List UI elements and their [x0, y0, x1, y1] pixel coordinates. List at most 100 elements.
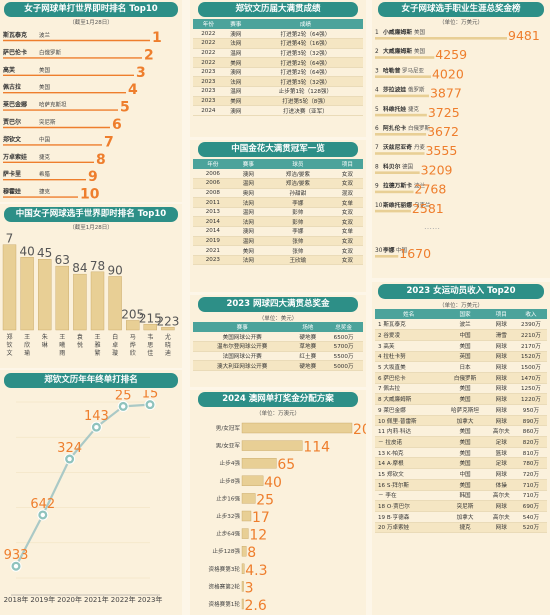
bar	[375, 56, 435, 59]
player-country: 俄罗斯	[408, 86, 425, 94]
table-row: 20 万卓索娃 捷克 网球 520万	[375, 522, 547, 534]
category-label: 止步64强	[216, 530, 240, 538]
table-cell: 韩国	[442, 490, 488, 502]
bar-value: 4259	[435, 47, 467, 62]
table-cell: 1 斯瓦泰克	[375, 319, 443, 331]
rank-value: 4	[128, 82, 138, 98]
table-cell: 王欣瑜	[264, 255, 332, 266]
column-header: 场地	[291, 322, 325, 332]
table-cell: 720万	[514, 468, 547, 480]
table-cell: 打进第2轮（64强）	[247, 29, 363, 40]
point-label: 15	[142, 390, 159, 402]
table-cell: 法网	[232, 216, 264, 228]
category-label: 男/女亚军	[216, 442, 241, 450]
table-cell: 16 S·拜尔斯	[375, 479, 443, 491]
bar-value: 25	[256, 492, 274, 508]
table-cell: 2023	[193, 76, 224, 88]
bar-value: 114	[303, 440, 330, 456]
table-cell: 温网	[232, 178, 264, 189]
table-cell: 2024	[193, 105, 224, 116]
player-country: 中国	[396, 246, 408, 254]
table-cell: 加拿大	[442, 415, 488, 427]
player-name: 科贝尔	[383, 162, 401, 170]
table-cell: 2023	[193, 96, 224, 107]
point-label: 143	[84, 409, 109, 424]
table-cell: 女双	[331, 236, 363, 247]
table-cell: 2022	[193, 48, 224, 59]
table-cell: 澳网	[223, 67, 248, 78]
panel-slam-prize-money: 2023 网球四大满贯总奖金 （单位：美元） 赛事 场地 总奖金 美国网球公开赛 硬地赛…	[190, 295, 366, 387]
player-country: 捷克	[39, 153, 51, 161]
panel-title: 2023 女运动员收入 Top20	[378, 284, 544, 299]
rank-value: 10	[80, 187, 100, 203]
table-cell: 法网	[223, 38, 248, 49]
panel-career-prize-money: 女子网球选手职业生涯总奖金榜 （单位：万美元） 1 小威廉姆斯 美国 9481 2 大威廉…	[372, 0, 550, 278]
category-label-char: 悦	[77, 341, 83, 349]
table-cell: 郑洁/晏紫	[264, 169, 332, 180]
table-cell: 打进决赛（亚军）	[247, 105, 363, 116]
table-cell: 2 谷爱凌	[375, 329, 443, 341]
column-header: 球员	[264, 159, 332, 169]
table-cell: 打进第3轮（32强）	[247, 76, 363, 88]
category-label-char: 晓	[165, 341, 171, 349]
table-cell: 郑洁/晏紫	[264, 178, 332, 189]
table-row: 2013 温网 彭帅 女双	[193, 207, 363, 218]
bar	[375, 37, 507, 40]
bar	[20, 257, 34, 331]
data-point-core	[147, 402, 153, 407]
bar	[55, 265, 69, 331]
table-row: 7 佩古拉 美国 网球 1250万	[375, 383, 547, 395]
bar-value: 3877	[430, 86, 462, 101]
table-cell: 2021	[193, 245, 233, 256]
bar-value: 205	[121, 307, 144, 321]
player-name: 大威廉姆斯	[383, 47, 412, 55]
table-cell: 混双	[331, 188, 363, 199]
category-label: 止步8强	[220, 477, 241, 485]
bar	[241, 510, 252, 522]
player-name: 莱巴金娜	[3, 101, 27, 109]
table-cell: 1220万	[514, 393, 547, 405]
bar-value: 90	[107, 263, 122, 277]
player-name: 萨巴伦卡	[3, 48, 27, 56]
table-cell: 网球	[487, 319, 515, 331]
table-row: 澳大利亚网球公开赛 硬地赛 5000万	[193, 360, 363, 371]
table-cell: 780万	[514, 457, 547, 470]
table-cell: 网球	[487, 468, 515, 480]
table-header-row: 姓名 国家 项目 收入	[375, 309, 547, 319]
table-cell: 7 佩古拉	[375, 383, 443, 395]
category-label: 止步16强	[216, 494, 240, 502]
bar	[241, 458, 277, 469]
column-header: 成绩	[247, 19, 363, 29]
champions-table: 年份 赛事 球员 项目 2006 澳网 郑洁/晏紫 女双 2006 温网 郑洁/晏紫 女双 2008 奥网…	[193, 159, 363, 266]
data-point-core	[67, 456, 72, 462]
table-cell: 李娜	[264, 226, 332, 237]
table-cell: 高尔夫	[487, 490, 515, 502]
player-country: 波兰	[39, 31, 51, 39]
column-header: 项目	[487, 309, 515, 319]
table-cell: 澳网	[232, 169, 264, 180]
bar	[241, 563, 245, 575]
table-cell: 捷克	[442, 522, 488, 534]
table-cell: 草地赛	[291, 341, 325, 352]
column-header: 赛事	[232, 159, 264, 169]
table-cell: 温网	[223, 48, 248, 59]
rank-number: 9	[375, 184, 379, 190]
column-header: 项目	[331, 159, 363, 169]
column-header: 国家	[442, 309, 488, 319]
player-name: 哈勒普	[383, 66, 401, 74]
table-cell: 950万	[514, 404, 547, 416]
column-header: 赛事	[223, 19, 248, 29]
table-cell: 540万	[514, 511, 547, 523]
table-cell: 女双	[331, 245, 363, 256]
rank-number: 30	[375, 248, 383, 254]
table-cell: 女双	[331, 207, 363, 218]
player-country: 美国	[414, 47, 426, 55]
table-cell: 2019	[193, 236, 233, 247]
category-label-char: 王	[94, 334, 100, 341]
panel-title: 中国金花大满贯冠军一览	[198, 142, 358, 157]
player-name: 斯瓦泰克	[3, 31, 27, 39]
player-country: 哈萨克斯坦	[39, 101, 67, 109]
table-row: 9 莱巴金娜 哈萨克斯坦 网球 950万	[375, 404, 547, 416]
table-cell: 网球	[487, 361, 515, 373]
